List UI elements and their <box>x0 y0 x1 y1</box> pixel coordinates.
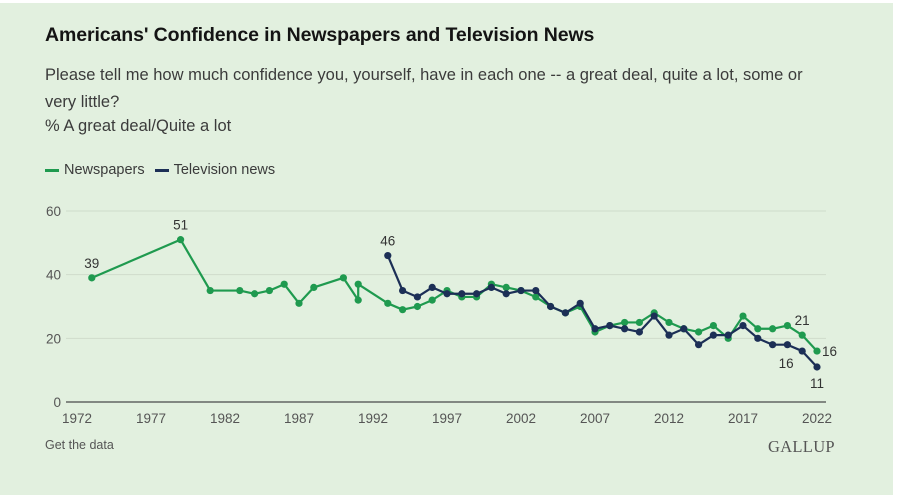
data-point-newspapers <box>339 274 347 282</box>
data-point-newspapers <box>354 296 362 304</box>
data-point-newspapers <box>769 325 777 333</box>
data-point-newspapers <box>783 322 792 330</box>
data-point-newspapers <box>813 347 821 355</box>
data-point-newspapers <box>798 331 806 339</box>
legend-item-television[interactable]: Television news <box>154 162 276 178</box>
legend-swatch-television <box>154 168 169 172</box>
data-point-television <box>724 331 732 339</box>
data-point-television <box>783 341 792 349</box>
data-point-television <box>576 299 584 307</box>
data-point-newspapers <box>413 302 421 311</box>
x-tick-label: 1977 <box>136 411 166 426</box>
gallup-logo: GALLUP <box>768 437 835 456</box>
data-point-television <box>517 286 525 295</box>
data-point-newspapers <box>399 306 407 314</box>
data-point-newspapers <box>354 280 362 288</box>
data-point-television <box>502 290 510 298</box>
legend-swatch-newspapers <box>45 168 59 172</box>
data-label-television: 11 <box>810 376 824 391</box>
data-label-newspapers: 51 <box>173 218 188 233</box>
data-point-newspapers <box>635 318 644 327</box>
y-tick-label: 0 <box>53 395 61 410</box>
data-point-newspapers <box>665 318 673 327</box>
data-point-newspapers <box>532 293 540 301</box>
data-point-newspapers <box>280 280 288 288</box>
chart-panel <box>0 3 893 495</box>
data-point-television <box>458 290 466 298</box>
data-point-newspapers <box>177 236 185 244</box>
data-label-newspapers: 16 <box>822 344 837 359</box>
data-point-television <box>754 334 762 342</box>
data-point-television <box>443 290 451 298</box>
data-point-television <box>532 286 540 295</box>
x-tick-label: 2022 <box>802 411 832 426</box>
data-point-television <box>769 341 777 349</box>
data-point-newspapers <box>251 290 259 298</box>
data-label-newspapers: 39 <box>84 256 99 271</box>
data-point-television <box>813 363 821 371</box>
legend-item-newspapers[interactable]: Newspapers <box>45 162 145 178</box>
data-point-newspapers <box>236 286 244 295</box>
chart-title: Americans' Confidence in Newspapers and … <box>45 24 595 46</box>
legend-label-newspapers: Newspapers <box>64 162 145 178</box>
data-point-newspapers <box>295 299 303 307</box>
data-point-television <box>399 286 407 295</box>
data-point-television <box>680 325 688 333</box>
data-point-television <box>606 322 614 330</box>
series-line-newspapers <box>91 238 818 352</box>
data-point-newspapers <box>709 322 718 330</box>
data-point-television <box>384 251 392 260</box>
y-tick-label: 40 <box>46 268 61 283</box>
chart-question: Please tell me how much confidence you, … <box>45 66 803 111</box>
data-point-newspapers <box>88 274 96 282</box>
series-line-television <box>386 255 818 368</box>
y-tick-label: 20 <box>46 331 61 346</box>
data-point-newspapers <box>695 328 703 336</box>
data-point-television <box>473 290 481 298</box>
data-label-newspapers: 21 <box>795 313 810 328</box>
data-point-newspapers <box>265 286 273 295</box>
data-point-television <box>650 312 658 320</box>
data-point-television <box>413 293 421 301</box>
data-point-newspapers <box>206 286 214 295</box>
x-tick-label: 1987 <box>284 411 314 426</box>
data-label-television: 16 <box>779 356 794 371</box>
data-point-television <box>695 341 703 349</box>
data-point-television <box>547 302 555 311</box>
x-tick-label: 2017 <box>728 411 758 426</box>
data-point-television <box>665 331 673 339</box>
data-point-newspapers <box>384 299 392 307</box>
data-point-newspapers <box>621 318 629 327</box>
data-point-newspapers <box>428 296 436 304</box>
x-tick-label: 2007 <box>580 411 610 426</box>
data-point-television <box>709 331 718 339</box>
data-point-newspapers <box>739 312 747 320</box>
legend-label-television: Television news <box>173 162 276 178</box>
data-point-television <box>428 283 436 291</box>
x-tick-label: 2012 <box>654 411 684 426</box>
x-tick-label: 1972 <box>62 411 92 426</box>
data-point-newspapers <box>310 283 318 291</box>
y-tick-label: 60 <box>46 204 61 219</box>
data-point-television <box>561 309 570 317</box>
x-tick-label: 1992 <box>358 411 388 426</box>
data-point-television <box>635 328 644 336</box>
data-label-television: 46 <box>380 234 395 249</box>
data-point-newspapers <box>502 283 510 291</box>
legend: Newspapers Television news <box>45 162 285 178</box>
data-point-television <box>739 322 747 330</box>
data-point-television <box>591 325 599 333</box>
x-tick-label: 2002 <box>506 411 536 426</box>
data-point-television <box>798 347 806 355</box>
chart-measure: % A great deal/Quite a lot <box>45 117 232 135</box>
data-point-newspapers <box>754 325 762 333</box>
get-the-data-link[interactable]: Get the data <box>45 438 114 452</box>
x-tick-label: 1982 <box>210 411 240 426</box>
data-point-television <box>621 325 629 333</box>
data-point-television <box>487 283 495 291</box>
x-tick-label: 1997 <box>432 411 462 426</box>
